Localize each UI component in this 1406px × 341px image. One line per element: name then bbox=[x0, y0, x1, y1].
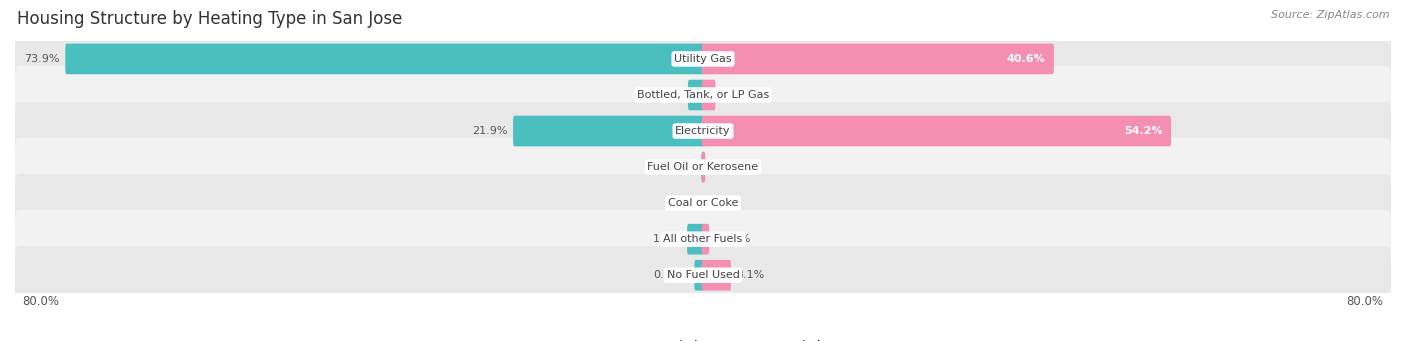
FancyBboxPatch shape bbox=[702, 44, 1054, 74]
Text: 0.58%: 0.58% bbox=[714, 234, 751, 244]
FancyBboxPatch shape bbox=[702, 80, 716, 110]
FancyBboxPatch shape bbox=[15, 30, 1391, 88]
Text: 54.2%: 54.2% bbox=[1125, 126, 1163, 136]
Text: 3.1%: 3.1% bbox=[737, 270, 765, 280]
FancyBboxPatch shape bbox=[15, 102, 1391, 160]
FancyBboxPatch shape bbox=[702, 152, 704, 182]
Text: 1.3%: 1.3% bbox=[721, 90, 749, 100]
Text: 0.12%: 0.12% bbox=[711, 162, 747, 172]
FancyBboxPatch shape bbox=[702, 116, 1171, 146]
Text: Bottled, Tank, or LP Gas: Bottled, Tank, or LP Gas bbox=[637, 90, 769, 100]
FancyBboxPatch shape bbox=[702, 152, 706, 182]
FancyBboxPatch shape bbox=[65, 44, 704, 74]
Text: 73.9%: 73.9% bbox=[24, 54, 59, 64]
Text: 1.7%: 1.7% bbox=[654, 234, 682, 244]
Text: Housing Structure by Heating Type in San Jose: Housing Structure by Heating Type in San… bbox=[17, 10, 402, 28]
Text: 0.85%: 0.85% bbox=[654, 270, 689, 280]
FancyBboxPatch shape bbox=[15, 246, 1391, 305]
Text: No Fuel Used: No Fuel Used bbox=[666, 270, 740, 280]
Text: Source: ZipAtlas.com: Source: ZipAtlas.com bbox=[1271, 10, 1389, 20]
Text: 0.04%: 0.04% bbox=[661, 162, 696, 172]
FancyBboxPatch shape bbox=[513, 116, 704, 146]
FancyBboxPatch shape bbox=[15, 210, 1391, 268]
FancyBboxPatch shape bbox=[15, 174, 1391, 232]
FancyBboxPatch shape bbox=[688, 80, 704, 110]
Text: Fuel Oil or Kerosene: Fuel Oil or Kerosene bbox=[647, 162, 759, 172]
FancyBboxPatch shape bbox=[15, 66, 1391, 124]
Text: 21.9%: 21.9% bbox=[472, 126, 508, 136]
Legend: Owner-occupied, Renter-occupied: Owner-occupied, Renter-occupied bbox=[579, 336, 827, 341]
Text: Coal or Coke: Coal or Coke bbox=[668, 198, 738, 208]
Text: 1.6%: 1.6% bbox=[654, 90, 682, 100]
Text: All other Fuels: All other Fuels bbox=[664, 234, 742, 244]
FancyBboxPatch shape bbox=[15, 138, 1391, 196]
FancyBboxPatch shape bbox=[702, 260, 731, 291]
Text: 40.6%: 40.6% bbox=[1007, 54, 1046, 64]
FancyBboxPatch shape bbox=[695, 260, 704, 291]
Text: 80.0%: 80.0% bbox=[1347, 295, 1384, 308]
FancyBboxPatch shape bbox=[688, 224, 704, 254]
Text: Electricity: Electricity bbox=[675, 126, 731, 136]
FancyBboxPatch shape bbox=[702, 224, 709, 254]
Text: 80.0%: 80.0% bbox=[22, 295, 59, 308]
Text: Utility Gas: Utility Gas bbox=[675, 54, 731, 64]
